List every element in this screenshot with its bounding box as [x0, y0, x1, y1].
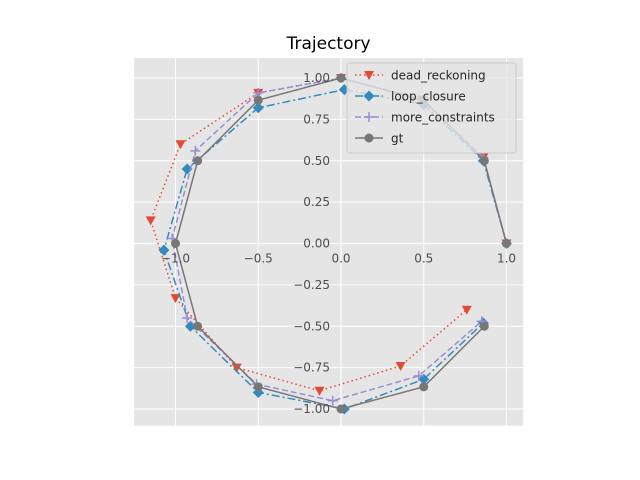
- axis-spines: [134, 58, 524, 426]
- point-gt-3: [336, 73, 346, 83]
- point-more_constraints-7: [182, 312, 193, 323]
- point-loop_closure-6: [158, 244, 170, 256]
- legend-box: [346, 62, 517, 154]
- point-gt-7: [193, 321, 203, 331]
- point-loop_closure-4: [252, 102, 264, 114]
- point-dead_reckoning-5: [175, 140, 186, 150]
- y-tick-label: −1.00: [293, 402, 330, 416]
- legend-marker-more_constraints: [364, 112, 374, 122]
- y-tick-label: −0.25: [293, 278, 330, 292]
- legend-marker-loop_closure: [363, 90, 375, 102]
- x-tick-label: 1.0: [497, 252, 516, 266]
- point-dead_reckoning-11: [461, 305, 472, 315]
- x-tick-label: 0.0: [331, 252, 350, 266]
- point-gt-0: [502, 239, 511, 248]
- point-more_constraints-9: [327, 395, 338, 406]
- point-gt-9: [336, 404, 346, 414]
- legend-label-dead_reckoning: dead_reckoning: [391, 69, 486, 83]
- point-gt-10: [419, 382, 429, 392]
- tick-labels: −1.0 −0.5 0.0 0.5 1.0 −1.00 −0.75 −0.50 −0.25 0.0…: [161, 71, 516, 416]
- x-tick-label: −1.0: [161, 252, 190, 266]
- point-gt-1: [479, 156, 489, 166]
- point-dead_reckoning-8: [231, 363, 242, 373]
- y-tick-label: 0.50: [303, 154, 330, 168]
- y-tick-label: 0.75: [303, 112, 330, 126]
- y-tick-label: 0.25: [303, 195, 330, 209]
- legend-label-gt: gt: [391, 132, 404, 146]
- point-loop_closure-5: [181, 163, 193, 175]
- y-tick-label: 1.00: [303, 71, 330, 85]
- point-dead_reckoning-6: [145, 216, 156, 226]
- y-tick-label: 0.00: [303, 237, 330, 251]
- point-dead_reckoning-7: [170, 294, 181, 304]
- y-tick-label: −0.75: [293, 361, 330, 375]
- legend-label-loop_closure: loop_closure: [391, 90, 466, 104]
- point-more_constraints-5: [190, 145, 201, 156]
- point-gt-8: [253, 382, 263, 392]
- legend-marker-dead_reckoning: [364, 71, 374, 80]
- chart-title: Trajectory: [286, 34, 371, 54]
- y-tick-label: −0.50: [293, 319, 330, 333]
- legend: dead_reckoning loop_closure more_constrain…: [346, 62, 517, 154]
- legend-marker-gt: [364, 133, 374, 143]
- series-group: [145, 73, 512, 415]
- point-more_constraints-10: [413, 370, 424, 381]
- point-gt-5: [193, 156, 203, 166]
- point-gt-11: [479, 321, 489, 331]
- x-tick-label: −0.5: [244, 252, 273, 266]
- legend-label-more_constraints: more_constraints: [391, 111, 495, 125]
- point-dead_reckoning-9: [314, 386, 325, 396]
- point-gt-4: [253, 95, 263, 105]
- point-gt-6: [171, 239, 180, 248]
- point-dead_reckoning-10: [395, 361, 406, 371]
- x-tick-label: 0.5: [414, 252, 433, 266]
